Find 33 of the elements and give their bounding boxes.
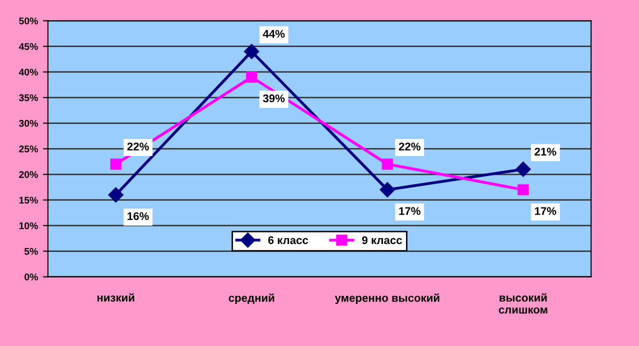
legend-label: 9 класс	[362, 236, 402, 244]
y-tick-label: 20%	[19, 171, 38, 178]
y-tick-label: 10%	[19, 222, 38, 230]
data-label: 39%	[262, 94, 285, 102]
y-tick-label: 25%	[19, 146, 38, 152]
legend-label: 6 класс	[268, 236, 308, 244]
data-label: 22%	[398, 142, 420, 150]
x-tick-label: средний	[228, 293, 274, 304]
point	[380, 182, 395, 198]
y-tick-label: 45%	[18, 43, 38, 50]
data-label: 44%	[262, 30, 285, 38]
x-tick-label: высокий слишком	[498, 293, 548, 314]
data-label: 22%	[127, 142, 149, 150]
point	[516, 162, 531, 177]
point	[110, 158, 122, 170]
y-tick-label: 5%	[24, 248, 38, 255]
point	[382, 158, 393, 170]
x-tick-label: умеренно высокий	[334, 293, 440, 304]
data-label: 21%	[534, 148, 556, 156]
point	[246, 72, 258, 83]
y-tick-label: 35%	[18, 94, 38, 102]
point	[108, 187, 124, 202]
y-tick-label: 30%	[18, 120, 38, 127]
data-label: 17%	[534, 207, 556, 215]
y-tick-label: 50%	[19, 17, 38, 24]
y-tick-label: 40%	[18, 68, 38, 76]
x-tick-label: низкий	[97, 293, 134, 302]
y-tick-label: 0%	[24, 274, 38, 280]
point	[518, 184, 529, 196]
data-label: 16%	[128, 212, 149, 220]
point	[244, 44, 260, 60]
data-label: 17%	[399, 207, 420, 215]
y-tick-label: 15%	[19, 196, 38, 204]
